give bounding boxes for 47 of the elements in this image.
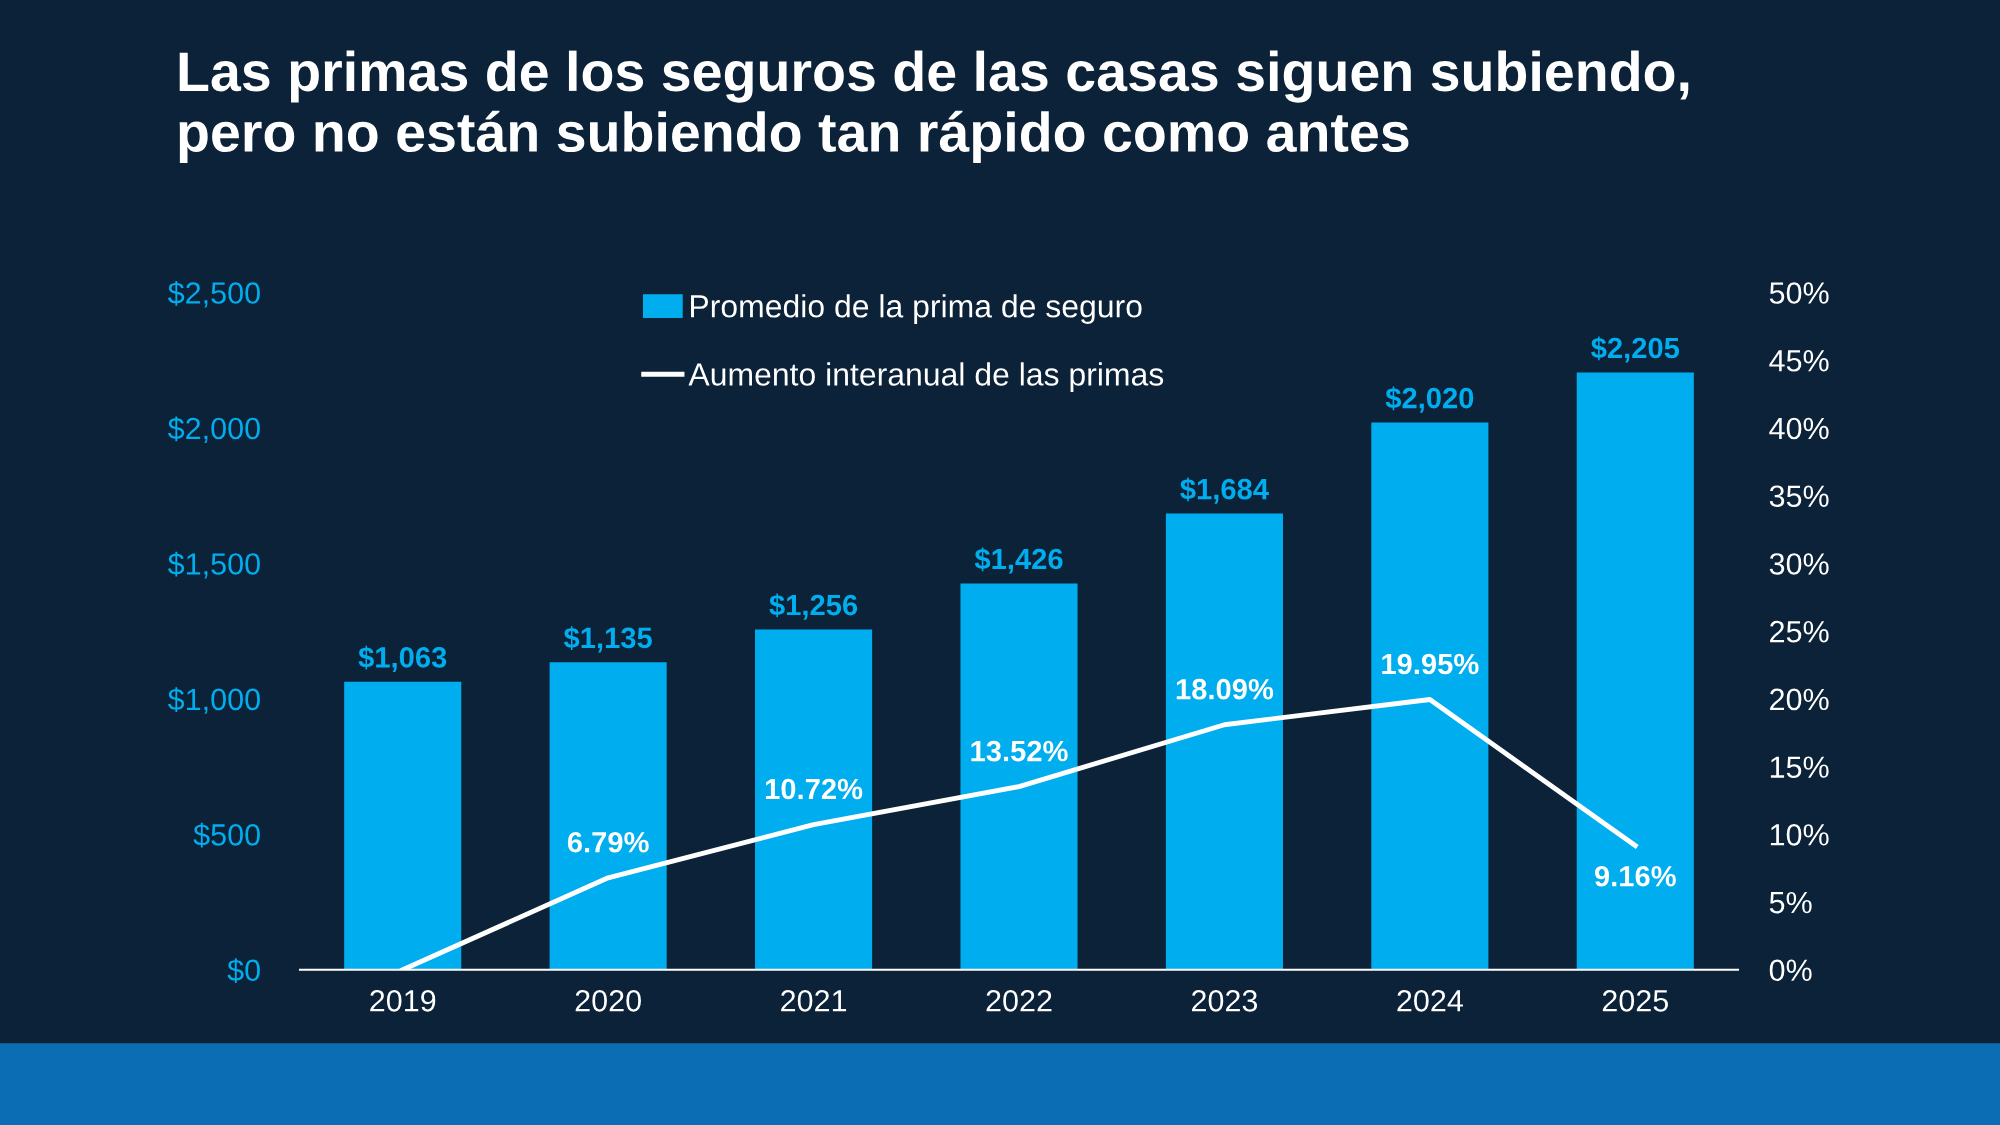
x-tick-label: 2021 xyxy=(781,990,847,1012)
data-label: 9.16% xyxy=(1594,865,1676,887)
y-tick-label: $1,000 xyxy=(167,687,260,714)
y2-tick-label: 0% xyxy=(1769,959,1812,982)
y2-tick-label: 35% xyxy=(1769,485,1829,508)
bar xyxy=(1576,372,1694,970)
bar xyxy=(1371,422,1489,970)
bar xyxy=(1165,513,1283,970)
x-tick-label: 2022 xyxy=(986,990,1052,1012)
data-label: 13.52% xyxy=(971,740,1068,762)
data-label: 6.79% xyxy=(567,831,649,853)
y-tick-label: $2,500 xyxy=(167,280,260,308)
bar xyxy=(755,629,873,970)
chart-title: Las primas de los seguros de las casas siguen subiendo, pero no están subiendo tan rápido como antes xyxy=(179,50,1689,164)
y2-tick-label: 10% xyxy=(1770,824,1829,846)
y2-tick-label: 5% xyxy=(1769,891,1812,914)
y2-tick-label: 30% xyxy=(1769,553,1829,575)
y2-tick-label: 45% xyxy=(1769,350,1829,372)
data-label: 19.95% xyxy=(1382,653,1479,675)
bar xyxy=(344,681,462,970)
y-tick-label: $0 xyxy=(227,958,260,983)
data-label: $1,256 xyxy=(769,593,858,620)
y-tick-label: $2,000 xyxy=(167,416,260,443)
legend-label: Aumento interanual de las primas xyxy=(688,362,1164,393)
y2-tick-label: 25% xyxy=(1770,620,1829,643)
bar xyxy=(960,583,1078,970)
y2-tick-label: 50% xyxy=(1769,282,1829,304)
x-tick-label: 2025 xyxy=(1602,990,1668,1012)
data-label: $1,426 xyxy=(974,547,1063,574)
x-tick-label: 2020 xyxy=(575,990,641,1012)
bar xyxy=(549,662,667,970)
y2-tick-label: 15% xyxy=(1770,756,1829,778)
legend-label: Promedio de la prima de seguro xyxy=(691,294,1142,324)
y-tick-label: $1,500 xyxy=(167,551,260,579)
data-label: $1,684 xyxy=(1180,477,1269,504)
data-label: 18.09% xyxy=(1176,678,1274,700)
y-tick-label: $500 xyxy=(193,822,260,848)
y2-tick-label: 40% xyxy=(1769,417,1829,440)
data-label: $2,205 xyxy=(1591,336,1680,363)
x-tick-label: 2024 xyxy=(1397,990,1463,1012)
data-label: $1,063 xyxy=(358,645,447,672)
y2-tick-label: 20% xyxy=(1770,688,1829,711)
x-tick-label: 2019 xyxy=(370,990,436,1012)
data-label: $1,135 xyxy=(563,626,652,653)
data-label: $2,020 xyxy=(1385,386,1474,413)
data-label: 10.72% xyxy=(765,778,863,800)
x-tick-label: 2023 xyxy=(1191,990,1258,1012)
